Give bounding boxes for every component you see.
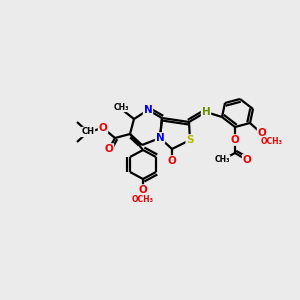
Text: O: O: [105, 144, 113, 154]
Text: O: O: [243, 155, 251, 165]
Text: O: O: [99, 123, 107, 133]
Text: O: O: [258, 128, 266, 138]
Text: OCH₃: OCH₃: [261, 136, 283, 146]
Text: CH₃: CH₃: [113, 103, 129, 112]
Text: O: O: [139, 185, 147, 195]
Text: CH₃: CH₃: [214, 155, 230, 164]
Text: N: N: [144, 105, 152, 115]
Text: O: O: [231, 135, 239, 145]
Text: OCH₃: OCH₃: [132, 194, 154, 203]
Text: S: S: [186, 135, 194, 145]
Text: H: H: [202, 107, 210, 117]
Text: O: O: [168, 156, 176, 166]
Text: CH: CH: [82, 128, 94, 136]
Text: N: N: [156, 133, 164, 143]
